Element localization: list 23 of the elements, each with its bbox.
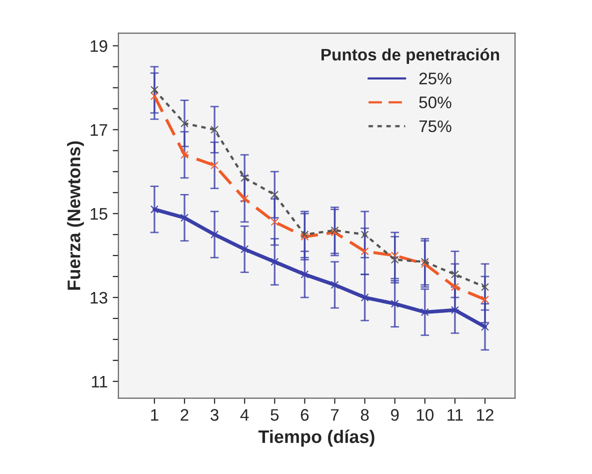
x-tick-label: 9 — [390, 409, 399, 421]
x-tick-label: 6 — [300, 409, 309, 421]
x-tick-label: 8 — [360, 409, 369, 421]
x-tick-label: 12 — [476, 409, 494, 421]
x-tick-label: 4 — [240, 409, 249, 421]
x-tick-label: 1 — [151, 409, 158, 421]
y-tick-label: 15 — [90, 208, 108, 220]
x-axis-title: Tiempo (días) — [258, 430, 374, 447]
x-tick-label: 7 — [330, 409, 339, 421]
y-axis-title: Fuerza (Newtons) — [67, 141, 84, 290]
x-tick-label: 11 — [448, 409, 463, 421]
y-tick-label: 13 — [90, 292, 108, 304]
x-tick-label: 10 — [416, 409, 434, 421]
y-tick-label: 19 — [90, 40, 108, 52]
y-tick-label: 11 — [92, 376, 108, 388]
legend-label: 50% — [419, 96, 452, 108]
legend-label: 75% — [419, 120, 452, 132]
legend-label: 25% — [419, 72, 452, 84]
x-tick-label: 5 — [270, 409, 279, 421]
legend-title: Puntos de penetración — [322, 48, 500, 64]
y-tick-label: 17 — [90, 124, 108, 136]
x-tick-label: 2 — [180, 409, 188, 421]
x-tick-label: 3 — [210, 409, 218, 421]
